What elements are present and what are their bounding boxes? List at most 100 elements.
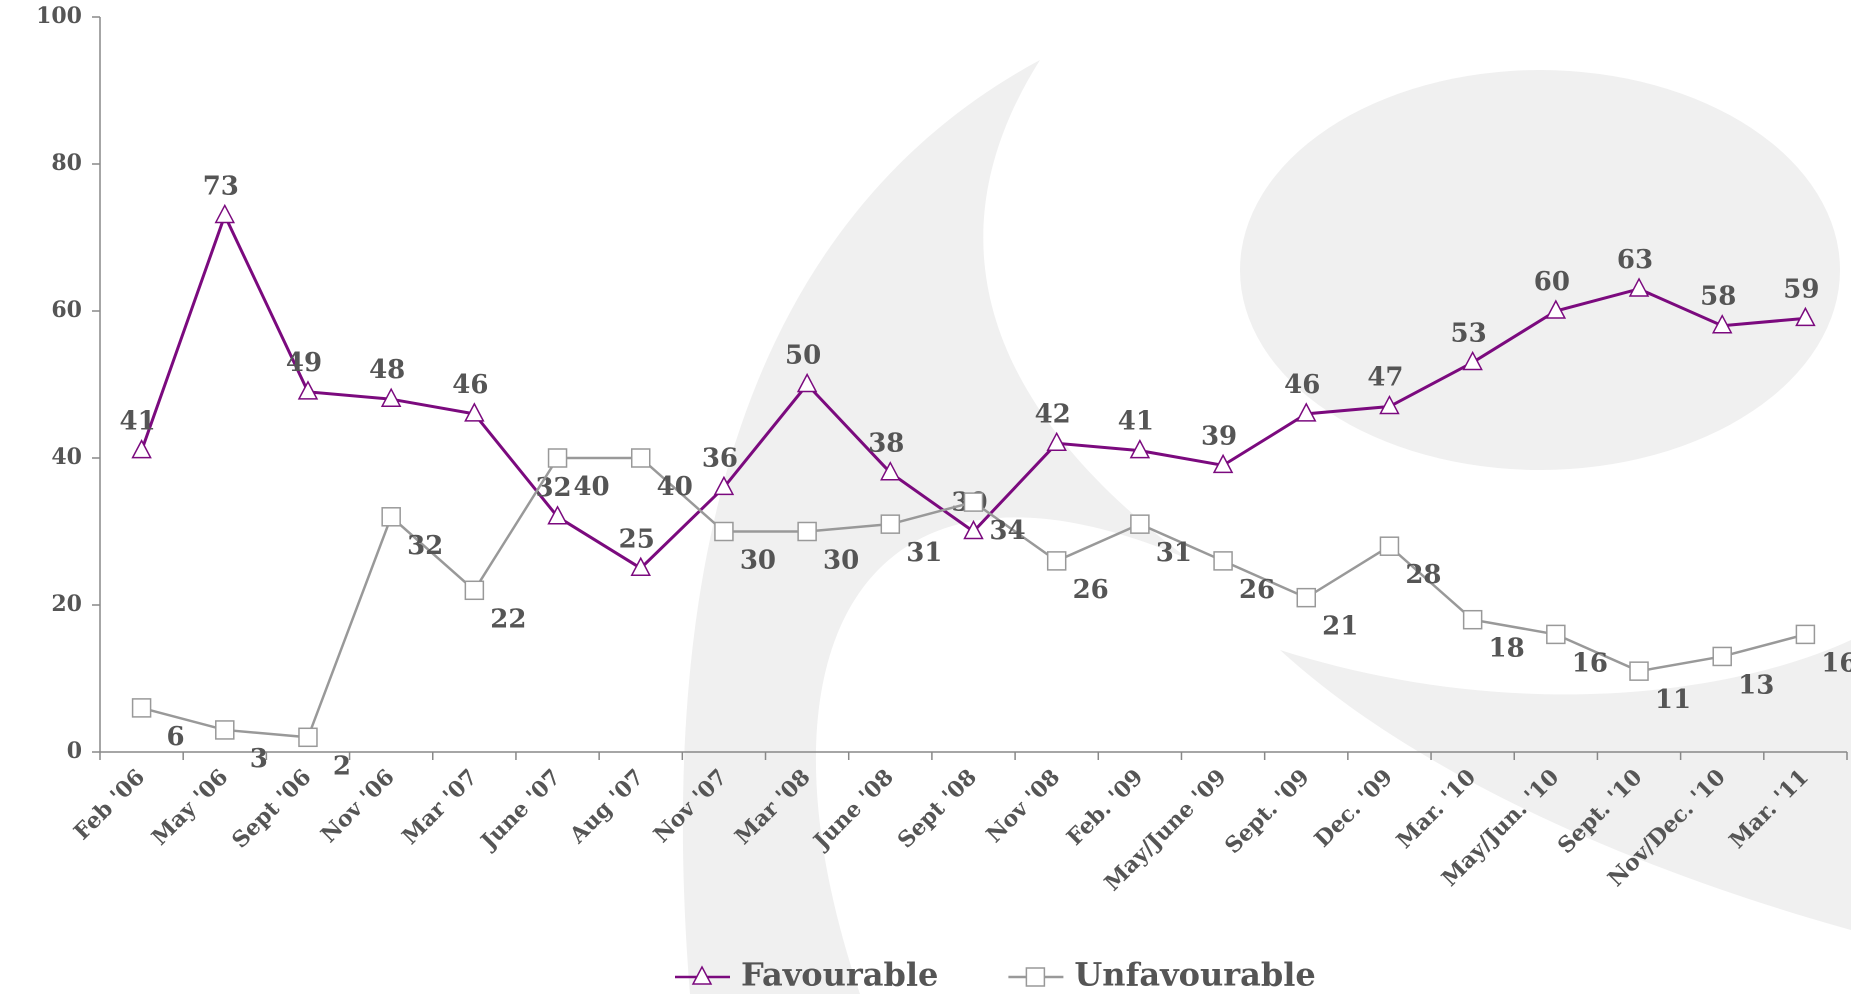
x-tick-label: Nov '08 xyxy=(981,764,1065,848)
data-point xyxy=(1379,394,1400,415)
data-point xyxy=(464,402,485,422)
data-point xyxy=(214,203,236,224)
data-label: 2 xyxy=(333,751,351,781)
data-label: 73 xyxy=(203,171,239,201)
data-label: 47 xyxy=(1367,363,1403,393)
data-point xyxy=(796,372,818,393)
data-point xyxy=(1379,536,1400,556)
x-tick-label: Dec. '09 xyxy=(1309,764,1397,852)
data-point xyxy=(1629,661,1649,681)
y-tick-label: 60 xyxy=(51,297,82,323)
data-point xyxy=(1462,350,1483,371)
data-label: 3 xyxy=(250,744,268,774)
data-point xyxy=(1130,514,1150,534)
data-point xyxy=(1712,646,1732,667)
data-label: 60 xyxy=(1534,267,1570,297)
data-label: 13 xyxy=(1738,670,1774,700)
data-point xyxy=(630,448,651,468)
data-point xyxy=(1795,306,1816,327)
data-label: 58 xyxy=(1700,282,1736,312)
data-point xyxy=(1129,439,1151,459)
data-point xyxy=(298,727,318,748)
data-point xyxy=(381,507,401,527)
data-point xyxy=(380,387,402,407)
y-tick-label: 100 xyxy=(36,3,82,29)
data-label: 6 xyxy=(167,722,185,752)
data-label: 39 xyxy=(1201,421,1237,451)
data-label: 16 xyxy=(1572,648,1608,678)
data-label: 18 xyxy=(1489,634,1525,664)
y-tick-label: 0 xyxy=(67,738,82,764)
legend: Favourable Unfavourable xyxy=(675,956,1316,994)
data-label: 30 xyxy=(823,546,859,576)
data-point xyxy=(714,521,734,542)
x-tick-label: Sept '06 xyxy=(227,764,316,853)
data-point xyxy=(297,380,319,400)
data-label: 36 xyxy=(702,443,738,473)
legend-marker xyxy=(691,965,713,985)
watermark xyxy=(682,60,1851,994)
data-point xyxy=(880,514,901,534)
data-label: 40 xyxy=(657,472,693,502)
data-point xyxy=(1296,402,1317,422)
data-point xyxy=(131,439,152,459)
data-point xyxy=(547,448,568,468)
data-point xyxy=(963,492,984,512)
data-label: 41 xyxy=(120,407,156,437)
x-tick-label: Sept. '09 xyxy=(1220,764,1315,859)
data-label: 28 xyxy=(1405,560,1441,590)
data-label: 53 xyxy=(1451,318,1487,348)
data-point xyxy=(1545,299,1567,319)
data-label: 50 xyxy=(785,341,821,371)
y-tick-label: 40 xyxy=(51,444,82,470)
data-label: 41 xyxy=(1118,407,1154,437)
x-tick-label: June '07 xyxy=(475,764,567,856)
data-label: 59 xyxy=(1783,274,1819,304)
data-point xyxy=(1213,551,1233,571)
data-point xyxy=(464,580,485,601)
x-tick-label: June '08 xyxy=(807,764,899,856)
data-label: 31 xyxy=(906,538,942,568)
data-point xyxy=(1462,609,1483,630)
data-label: 40 xyxy=(573,472,609,502)
data-label: 21 xyxy=(1322,612,1358,642)
legend-label: Favourable xyxy=(741,956,938,994)
legend-label: Unfavourable xyxy=(1074,956,1315,994)
x-tick-label: Sept '08 xyxy=(893,764,982,853)
data-label: 11 xyxy=(1655,685,1691,715)
data-label: 46 xyxy=(452,370,488,400)
data-point xyxy=(797,521,817,542)
data-point xyxy=(1212,453,1234,474)
data-label: 31 xyxy=(1156,538,1192,568)
data-point xyxy=(547,505,568,525)
x-tick-label: Aug '07 xyxy=(564,764,649,849)
data-label: 42 xyxy=(1035,399,1071,429)
data-label: 16 xyxy=(1821,648,1851,678)
x-tick-label: Mar '07 xyxy=(397,764,483,850)
data-label: 26 xyxy=(1073,575,1109,605)
data-point xyxy=(1711,314,1733,334)
data-point xyxy=(1546,624,1566,645)
y-tick-label: 20 xyxy=(51,591,82,617)
data-label: 26 xyxy=(1239,575,1275,605)
data-point xyxy=(880,461,901,481)
data-point xyxy=(1795,624,1816,645)
data-point xyxy=(1046,431,1067,452)
data-label: 34 xyxy=(989,516,1025,546)
y-tick-label: 80 xyxy=(51,150,82,176)
data-label: 48 xyxy=(369,355,405,385)
legend-marker xyxy=(1025,967,1046,987)
data-point xyxy=(1046,551,1067,571)
data-label: 63 xyxy=(1617,245,1653,275)
data-label: 30 xyxy=(740,546,776,576)
x-tick-label: Feb '06 xyxy=(69,764,150,845)
data-point xyxy=(963,519,984,540)
data-point xyxy=(1296,587,1317,608)
x-tick-label: Feb. '09 xyxy=(1062,764,1149,851)
data-label: 38 xyxy=(868,429,904,459)
data-point xyxy=(131,698,152,718)
data-point xyxy=(630,556,651,576)
x-tick-label: May '06 xyxy=(147,764,234,851)
x-tick-label: Nov '06 xyxy=(316,764,400,848)
data-label: 32 xyxy=(407,531,443,561)
